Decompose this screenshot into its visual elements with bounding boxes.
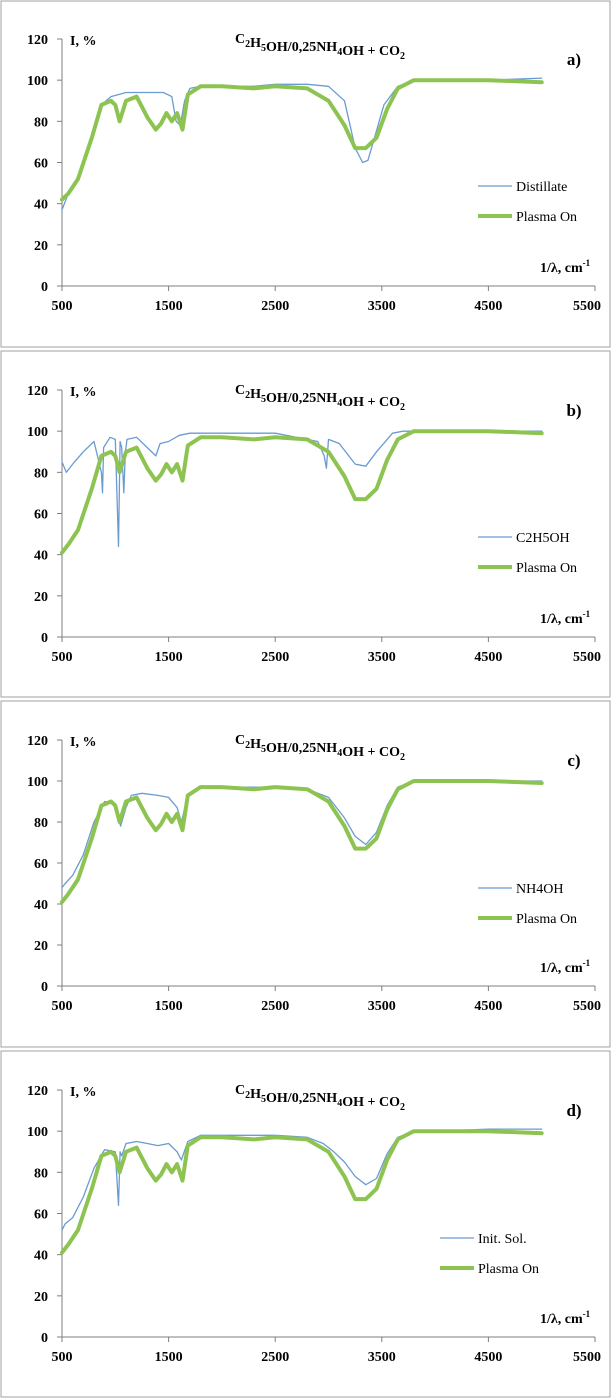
legend-label: NH4OH [516, 882, 563, 897]
panel-label: d) [566, 1101, 581, 1120]
series-line [60, 429, 544, 555]
x-tick-label: 4500 [474, 650, 502, 665]
x-tick-label: 4500 [474, 999, 502, 1014]
chart-title: C2H5OH/0,25NH4OH + CO2 [235, 383, 405, 413]
x-tick-label: 2500 [261, 1350, 289, 1365]
x-axis-label: 1/λ, cm-1 [540, 1309, 591, 1327]
series-line [61, 430, 543, 548]
chart-panel: 0 20 40 60 80 100 120 500 1500 2500 3500 4500 5500 I,… [0, 0, 611, 348]
y-tick-label: 20 [34, 239, 48, 254]
y-tick-label: 40 [34, 898, 48, 913]
y-tick-label: 80 [34, 115, 48, 130]
y-axis-label: I, % [70, 385, 96, 400]
chart-panel: 0 20 40 60 80 100 120 500 1500 2500 3500 4500 5500 I,… [0, 350, 611, 698]
legend-label: Plasma On [478, 1262, 539, 1277]
y-tick-label: 20 [34, 1290, 48, 1305]
panel-label: b) [566, 401, 581, 420]
y-tick-label: 80 [34, 466, 48, 481]
x-axis-label: 1/λ, cm-1 [540, 958, 591, 976]
x-tick-label: 1500 [155, 650, 183, 665]
chart-title: C2H5OH/0,25NH4OH + CO2 [235, 32, 405, 62]
y-tick-label: 0 [41, 631, 48, 646]
legend-label: Distillate [516, 180, 567, 195]
legend-label: Plasma On [516, 912, 577, 927]
y-tick-label: 80 [34, 816, 48, 831]
x-tick-label: 5500 [573, 650, 601, 665]
legend-label: Plasma On [516, 210, 577, 225]
chart-title: C2H5OH/0,25NH4OH + CO2 [235, 733, 405, 763]
legend-label: Plasma On [516, 561, 577, 576]
y-tick-label: 40 [34, 198, 48, 213]
x-tick-label: 5500 [573, 299, 601, 314]
x-tick-label: 3500 [368, 299, 396, 314]
x-tick-label: 3500 [368, 650, 396, 665]
x-tick-label: 500 [52, 650, 73, 665]
y-axis-label: I, % [70, 735, 96, 750]
series-line [60, 78, 544, 202]
y-tick-label: 60 [34, 857, 48, 872]
x-tick-label: 5500 [573, 1350, 601, 1365]
x-tick-label: 1500 [155, 1350, 183, 1365]
panel-frame [0, 350, 611, 698]
y-axis-label: I, % [70, 34, 96, 49]
x-tick-label: 3500 [368, 999, 396, 1014]
x-tick-label: 5500 [573, 999, 601, 1014]
y-tick-label: 0 [41, 1331, 48, 1346]
x-tick-label: 1500 [155, 299, 183, 314]
series-line [60, 779, 544, 904]
y-tick-label: 120 [27, 1084, 48, 1099]
y-tick-label: 60 [34, 157, 48, 172]
panel-frame [0, 0, 611, 348]
x-tick-label: 3500 [368, 1350, 396, 1365]
x-tick-label: 2500 [261, 999, 289, 1014]
y-tick-label: 0 [41, 280, 48, 295]
chart-panel: 0 20 40 60 80 100 120 500 1500 2500 3500 4500 5500 I,… [0, 700, 611, 1048]
y-tick-label: 120 [27, 33, 48, 48]
y-tick-label: 0 [41, 980, 48, 995]
x-tick-label: 1500 [155, 999, 183, 1014]
legend-label: C2H5OH [516, 531, 570, 546]
y-tick-label: 120 [27, 384, 48, 399]
y-tick-label: 20 [34, 939, 48, 954]
y-tick-label: 100 [27, 775, 48, 790]
panel-frame [0, 700, 611, 1048]
y-tick-label: 40 [34, 1249, 48, 1264]
legend-label: Init. Sol. [478, 1232, 527, 1247]
x-tick-label: 500 [52, 1350, 73, 1365]
x-tick-label: 500 [52, 299, 73, 314]
chart-title: C2H5OH/0,25NH4OH + CO2 [235, 1083, 405, 1113]
y-tick-label: 100 [27, 425, 48, 440]
panel-label: c) [567, 751, 580, 770]
panel-frame [0, 1050, 611, 1398]
x-axis-label: 1/λ, cm-1 [540, 609, 591, 627]
x-tick-label: 2500 [261, 650, 289, 665]
series-line [60, 1129, 544, 1255]
series-line [61, 1128, 543, 1231]
x-tick-label: 2500 [261, 299, 289, 314]
y-tick-label: 60 [34, 1208, 48, 1223]
panel-label: a) [567, 50, 581, 69]
y-tick-label: 120 [27, 734, 48, 749]
y-tick-label: 20 [34, 590, 48, 605]
y-axis-label: I, % [70, 1085, 96, 1100]
x-axis-label: 1/λ, cm-1 [540, 258, 591, 276]
y-tick-label: 100 [27, 74, 48, 89]
y-tick-label: 60 [34, 508, 48, 523]
x-tick-label: 4500 [474, 299, 502, 314]
y-tick-label: 80 [34, 1166, 48, 1181]
chart-panel: 0 20 40 60 80 100 120 500 1500 2500 3500 4500 5500 I,… [0, 1050, 611, 1398]
x-tick-label: 500 [52, 999, 73, 1014]
y-tick-label: 100 [27, 1125, 48, 1140]
x-tick-label: 4500 [474, 1350, 502, 1365]
y-tick-label: 40 [34, 549, 48, 564]
